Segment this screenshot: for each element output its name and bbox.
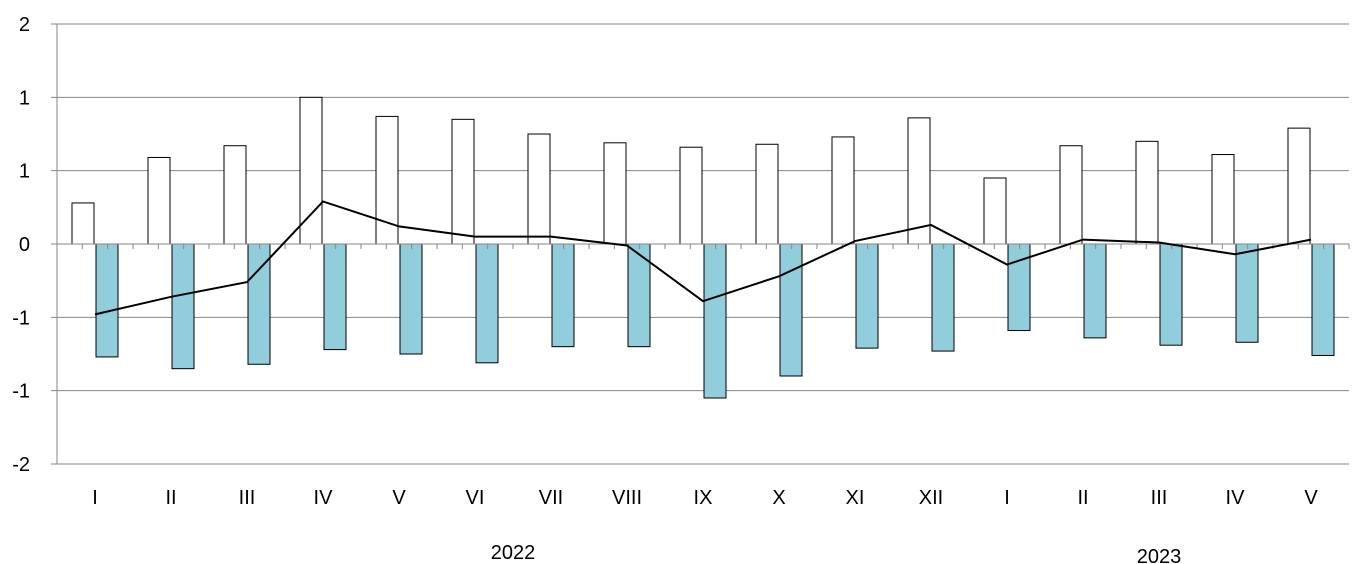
x-tick-label: XI — [846, 487, 865, 509]
bar-positive — [1287, 127, 1311, 245]
x-tick-label: IV — [1226, 487, 1246, 509]
x-tick-label: IX — [694, 487, 713, 509]
bar-positive — [831, 136, 855, 245]
bar-negative — [779, 243, 803, 377]
bars — [71, 96, 1335, 399]
bar-negative — [1235, 243, 1259, 343]
year-label: 2023 — [1137, 546, 1182, 564]
bar-negative — [1159, 243, 1183, 346]
bar-negative — [703, 243, 727, 399]
line-path — [94, 200, 1312, 316]
bar-negative — [171, 243, 195, 370]
x-tick-label: X — [772, 487, 785, 509]
bar-negative — [399, 243, 423, 355]
x-tick-label: VI — [466, 487, 485, 509]
bar-positive — [147, 156, 171, 245]
bar-positive — [679, 146, 703, 245]
bar-positive — [1059, 145, 1083, 245]
x-tick-label: VII — [539, 487, 563, 509]
y-tick-label: -1 — [12, 381, 30, 403]
x-tick-label: V — [392, 487, 406, 509]
bar-positive — [71, 202, 95, 245]
y-tick-label: 1 — [19, 87, 30, 109]
y-tick-label: 1 — [19, 161, 30, 183]
bar-positive — [983, 177, 1007, 245]
y-axis-tick-labels: 2 1 1 0 -1 -1 -2 — [12, 14, 30, 476]
bar-negative — [551, 243, 575, 348]
bar-negative — [95, 243, 119, 358]
y-tick-label: -2 — [12, 454, 30, 476]
bar-positive — [223, 145, 247, 245]
x-tick-label: V — [1304, 487, 1318, 509]
x-tick-label: I — [92, 487, 98, 509]
x-tick-label: III — [239, 487, 256, 509]
x-tick-label: II — [165, 487, 176, 509]
bar-negative — [1083, 243, 1107, 339]
line-series — [94, 200, 1312, 316]
y-tick-label: 0 — [19, 234, 30, 256]
bar-positive — [603, 142, 627, 245]
bar-negative — [855, 243, 879, 349]
x-tick-label: I — [1004, 487, 1010, 509]
bar-negative — [323, 243, 347, 351]
y-tick-label: -1 — [12, 307, 30, 329]
x-tick-label: II — [1077, 487, 1088, 509]
year-labels: 2022 2023 — [491, 542, 1182, 564]
bar-positive — [451, 118, 475, 245]
x-axis-tick-labels: I II III IV V VI VII VIII IX X XI XII I II III IV V — [92, 487, 1318, 509]
x-tick-label: III — [1151, 487, 1168, 509]
bar-negative — [475, 243, 499, 364]
x-tick-label: VIII — [612, 487, 642, 509]
x-tick-label: IV — [314, 487, 334, 509]
bar-negative — [1007, 243, 1031, 332]
bar-positive — [1211, 154, 1235, 245]
bar-negative — [931, 243, 955, 352]
year-label: 2022 — [491, 542, 536, 564]
x-tick-label: XII — [919, 487, 943, 509]
bar-positive — [755, 143, 779, 245]
bar-positive — [527, 133, 551, 245]
y-tick-label: 2 — [19, 14, 30, 36]
bar-positive — [1135, 140, 1159, 245]
bar-negative — [1311, 243, 1335, 356]
